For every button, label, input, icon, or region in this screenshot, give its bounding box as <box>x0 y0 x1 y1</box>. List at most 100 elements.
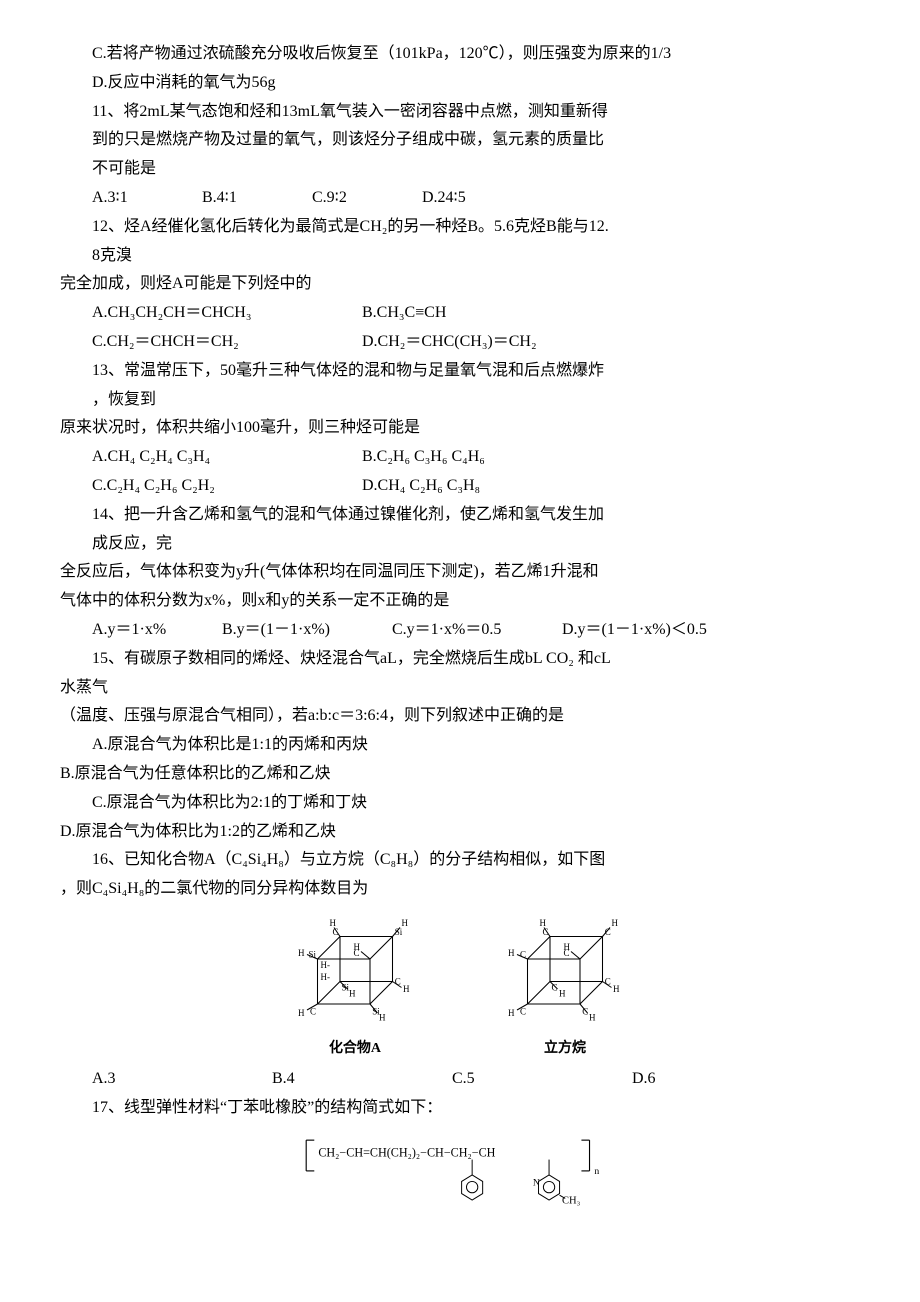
q13-stem-1: 13、常温常压下，50毫升三种气体烃的混和物与足量氧气混和后点燃爆炸 <box>60 357 860 386</box>
q12-stem-3: 完全加成，则烃A可能是下列烃中的 <box>60 270 860 299</box>
q14-stem-4: 气体中的体积分数为x%，则x和y的关系一定不正确的是 <box>60 587 860 616</box>
text: 气体中的体积分数为x%，则x和y的关系一定不正确的是 <box>60 592 449 609</box>
q10-opt-c: C.若将产物通过浓硫酸充分吸收后恢复至（101kPa，120℃），则压强变为原来… <box>60 40 860 69</box>
svg-text:H: H <box>402 918 409 928</box>
q14-b: B.y＝(1－1·x%) <box>222 616 392 645</box>
svg-text:H: H <box>564 942 571 952</box>
q15-stem-1: 15、有碳原子数相同的烯烃、炔烃混合气aL，完全燃烧后生成bL CO₂ 和cL <box>60 645 860 674</box>
q15-stem-3: （温度、压强与原混合气相同），若a:b:c＝3:6:4，则下列叙述中正确的是 <box>60 702 860 731</box>
q16-stem-2: ，则C₄Si₄H₈的二氯代物的同分异构体数目为 <box>60 875 860 904</box>
q12-b: B.CH₃C≡CH <box>362 299 446 328</box>
svg-text:H: H <box>403 984 410 994</box>
q16-fig-a: C Si Si C Si C C Si HH HH HH HH H-H- 化合物… <box>280 914 430 1061</box>
q13-choices-1: A.CH₄ C₂H₄ C₃H₄ B.C₂H₆ C₃H₆ C₄H₆ <box>60 443 860 472</box>
q11-d: D.24∶5 <box>422 184 466 213</box>
text: 16、已知化合物A（C₄Si₄H₈）与立方烷（C₈H₈）的分子结构相似，如下图 <box>92 851 605 868</box>
text: （温度、压强与原混合气相同），若a:b:c＝3:6:4，则下列叙述中正确的是 <box>60 707 564 724</box>
q11-stem-1: 11、将2mL某气态饱和烃和13mL氧气装入一密闭容器中点燃，测知重新得 <box>60 98 860 127</box>
text: ，恢复到 <box>92 391 156 408</box>
atom: C <box>605 927 611 937</box>
q14-a: A.y＝1·x% <box>92 616 222 645</box>
q13-d: D.CH₄ C₂H₆ C₃H₈ <box>362 472 480 501</box>
text: 11、将2mL某气态饱和烃和13mL氧气装入一密闭容器中点燃，测知重新得 <box>92 103 608 120</box>
q14-stem-3: 全反应后，气体体积变为y升(气体体积均在同温同压下测定)，若乙烯1升混和 <box>60 558 860 587</box>
text: D.反应中消耗的氧气为56g <box>92 74 276 91</box>
q11-choices: A.3∶1 B.4∶1 C.9∶2 D.24∶5 <box>60 184 860 213</box>
q11-stem-3: 不可能是 <box>60 155 860 184</box>
atom: Si <box>308 949 316 959</box>
atom: C <box>552 982 558 992</box>
formula-main: CH₂−CH=CH(CH₂)₂−CH−CH₂−CH <box>318 1145 495 1159</box>
atom: C <box>395 976 401 986</box>
q16-b: B.4 <box>272 1065 452 1094</box>
q12-c: C.CH₂＝CHCH＝CH₂ <box>92 328 362 357</box>
text: 水蒸气 <box>60 679 108 696</box>
svg-text:H: H <box>508 948 515 958</box>
svg-text:H: H <box>613 984 620 994</box>
q16-figures: C Si Si C Si C C Si HH HH HH HH H-H- 化合物… <box>60 914 860 1061</box>
svg-text:H-: H- <box>321 972 331 982</box>
cubane-icon: C C C C C C C C HH HH HH HH <box>490 914 640 1034</box>
q14-stem-1: 14、把一升含乙烯和氢气的混和气体通过镍催化剂，使乙烯和氢气发生加 <box>60 501 860 530</box>
q14-c: C.y＝1·x%＝0.5 <box>392 616 562 645</box>
text: C.原混合气为体积比为2:1的丁烯和丁炔 <box>92 794 367 811</box>
q12-stem-2: 8克溴 <box>60 242 860 271</box>
svg-text:H: H <box>298 948 305 958</box>
q10-opt-d: D.反应中消耗的氧气为56g <box>60 69 860 98</box>
atom: Si <box>395 927 403 937</box>
q12-d: D.CH₂＝CHC(CH₃)＝CH₂ <box>362 328 537 357</box>
text: 15、有碳原子数相同的烯烃、炔烃混合气aL，完全燃烧后生成bL CO₂ 和cL <box>92 650 611 667</box>
q13-stem-3: 原来状况时，体积共缩小100毫升，则三种烃可能是 <box>60 414 860 443</box>
svg-text:N: N <box>533 1177 540 1188</box>
q13-stem-2: ，恢复到 <box>60 386 860 415</box>
svg-text:H: H <box>559 988 566 998</box>
q13-b: B.C₂H₆ C₃H₆ C₄H₆ <box>362 443 485 472</box>
text: 13、常温常压下，50毫升三种气体烃的混和物与足量氧气混和后点燃爆炸 <box>92 362 604 379</box>
text: ，则C₄Si₄H₈的二氯代物的同分异构体数目为 <box>60 880 368 897</box>
text: 17、线型弹性材料“丁苯吡橡胶”的结构简式如下： <box>92 1099 442 1116</box>
text: 全反应后，气体体积变为y升(气体体积均在同温同压下测定)，若乙烯1升混和 <box>60 563 599 580</box>
q12-a: A.CH₃CH₂CH＝CHCH₃ <box>92 299 362 328</box>
svg-text:H: H <box>379 1012 386 1022</box>
atom: C <box>310 1006 316 1016</box>
atom: C <box>520 1006 526 1016</box>
q11-c: C.9∶2 <box>312 184 422 213</box>
text: 12、烃A经催化氢化后转化为最简式是CH₂的另一种烃B。5.6克烃B能与12. <box>92 218 609 235</box>
atom: C <box>582 1006 588 1016</box>
svg-text:H: H <box>589 1012 596 1022</box>
svg-text:H: H <box>508 1008 515 1018</box>
q13-c: C.C₂H₄ C₂H₆ C₂H₂ <box>92 472 362 501</box>
compound-a-icon: C Si Si C Si C C Si HH HH HH HH H-H- <box>280 914 430 1034</box>
q16-fig-b: C C C C C C C C HH HH HH HH 立方烷 <box>490 914 640 1061</box>
q15-a: A.原混合气为体积比是1:1的丙烯和丙炔 <box>60 731 860 760</box>
q16-d: D.6 <box>632 1065 656 1094</box>
text: 8克溴 <box>92 247 132 264</box>
svg-text:H: H <box>330 918 337 928</box>
q16-c: C.5 <box>452 1065 632 1094</box>
q11-b: B.4∶1 <box>202 184 312 213</box>
q16-choices: A.3 B.4 C.5 D.6 <box>60 1065 860 1094</box>
ring-sub: CH₃ <box>562 1195 581 1206</box>
q14-choices: A.y＝1·x% B.y＝(1－1·x%) C.y＝1·x%＝0.5 D.y＝(… <box>60 616 860 645</box>
text: 不可能是 <box>92 160 156 177</box>
q13-a: A.CH₄ C₂H₄ C₃H₄ <box>92 443 362 472</box>
text: D.原混合气为体积比为1:2的乙烯和乙炔 <box>60 823 336 840</box>
atom: C <box>520 949 526 959</box>
q13-choices-2: C.C₂H₄ C₂H₆ C₂H₂ D.CH₄ C₂H₆ C₃H₈ <box>60 472 860 501</box>
atom: C <box>605 976 611 986</box>
q16-caption-a: 化合物A <box>329 1036 381 1061</box>
q16-caption-b: 立方烷 <box>544 1036 586 1061</box>
text: B.原混合气为任意体积比的乙烯和乙炔 <box>60 765 331 782</box>
q15-c: C.原混合气为体积比为2:1的丁烯和丁炔 <box>60 789 860 818</box>
q17-stem: 17、线型弹性材料“丁苯吡橡胶”的结构简式如下： <box>60 1094 860 1123</box>
atom: C <box>332 927 338 937</box>
text: 完全加成，则烃A可能是下列烃中的 <box>60 275 312 292</box>
q11-stem-2: 到的只是燃烧产物及过量的氧气，则该烃分子组成中碳，氢元素的质量比 <box>60 126 860 155</box>
q17-formula: CH₂−CH=CH(CH₂)₂−CH−CH₂−CH n N CH₃ <box>60 1129 860 1229</box>
q14-stem-2: 成反应，完 <box>60 530 860 559</box>
formula-n: n <box>594 1166 599 1177</box>
text: 14、把一升含乙烯和氢气的混和气体通过镍催化剂，使乙烯和氢气发生加 <box>92 506 604 523</box>
q15-stem-2: 水蒸气 <box>60 674 860 703</box>
svg-text:H: H <box>349 988 356 998</box>
svg-text:H: H <box>354 942 361 952</box>
